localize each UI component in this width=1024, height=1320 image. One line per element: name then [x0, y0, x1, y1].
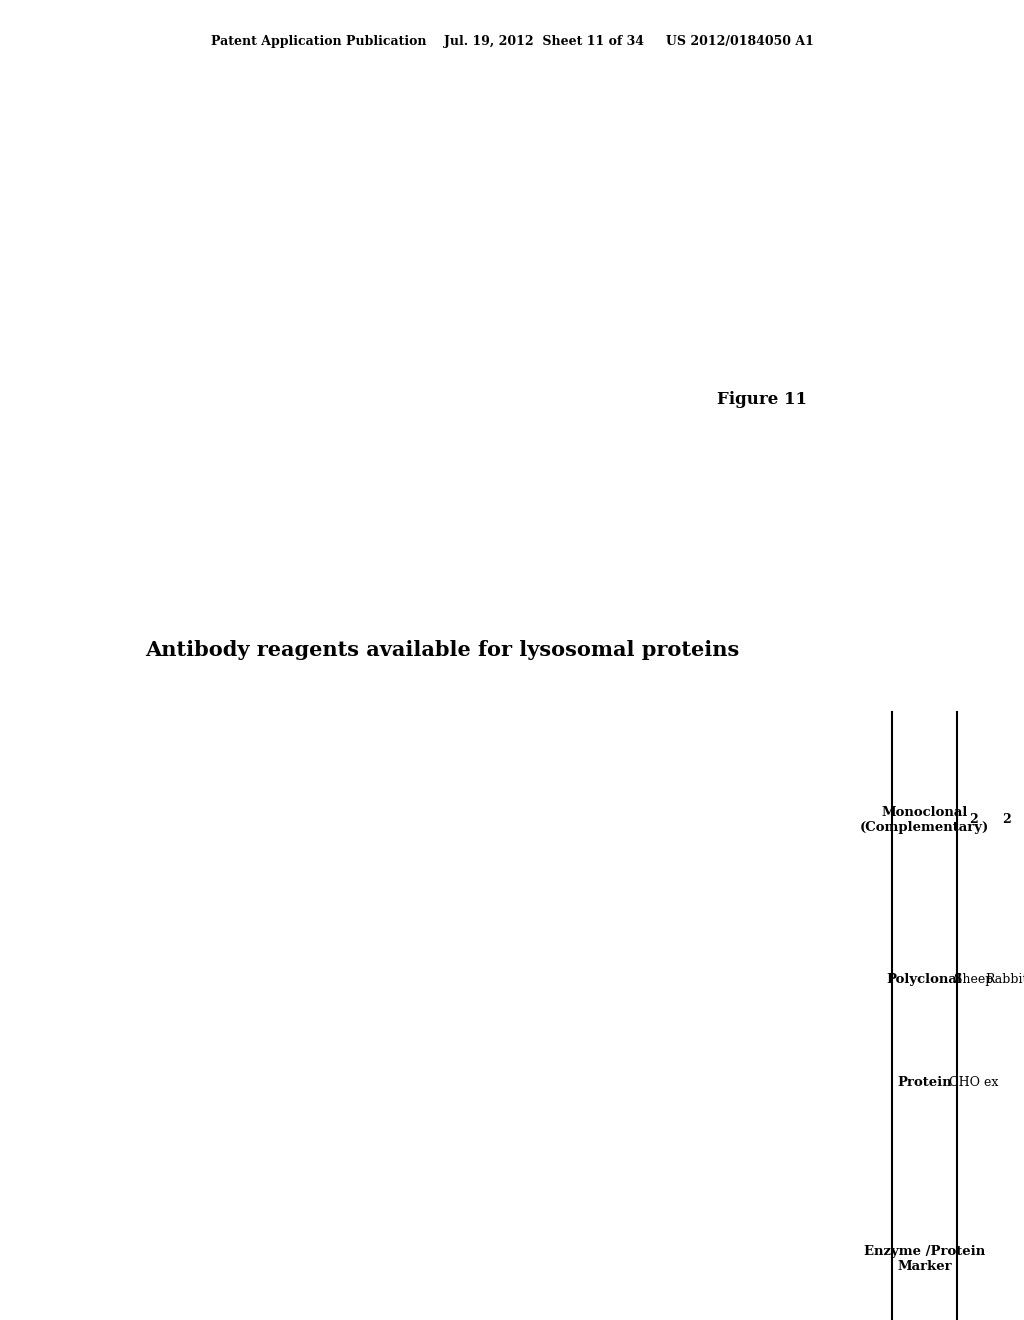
- Text: Monoclonal
(Complementary): Monoclonal (Complementary): [860, 805, 989, 833]
- Text: Figure 11: Figure 11: [717, 392, 807, 408]
- Text: 2: 2: [1002, 813, 1011, 826]
- Text: Protein: Protein: [897, 1076, 952, 1089]
- Text: Patent Application Publication    Jul. 19, 2012  Sheet 11 of 34     US 2012/0184: Patent Application Publication Jul. 19, …: [211, 36, 813, 48]
- Text: CHO ex: CHO ex: [949, 1076, 998, 1089]
- Text: Antibody reagents available for lysosomal proteins: Antibody reagents available for lysosoma…: [144, 640, 739, 660]
- Text: Sheep: Sheep: [953, 973, 993, 986]
- Text: Rabbit: Rabbit: [985, 973, 1024, 986]
- Text: 2: 2: [969, 813, 978, 826]
- Text: Polyclonal: Polyclonal: [887, 973, 963, 986]
- Text: Enzyme /Protein
Marker: Enzyme /Protein Marker: [864, 1246, 985, 1274]
